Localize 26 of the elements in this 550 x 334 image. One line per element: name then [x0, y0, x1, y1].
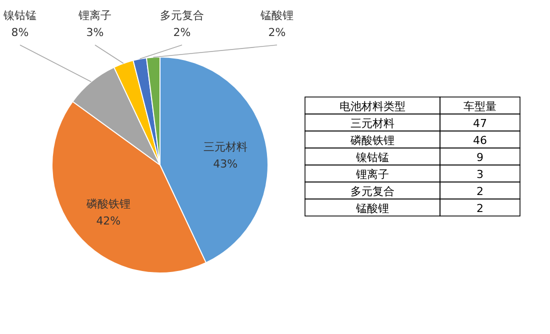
text: 46 [473, 134, 487, 147]
category-label: 多元复合 [350, 185, 394, 198]
slice-label: 锂离子 [78, 9, 112, 22]
data-label: 3% [86, 26, 104, 39]
category-label: 磷酸铁锂 [350, 134, 394, 147]
data-label: 8% [11, 26, 29, 39]
data-label: 2% [268, 26, 286, 39]
slice-label: 镍钴锰 [2, 9, 36, 22]
text: 2 [476, 202, 484, 215]
text: 2 [476, 185, 484, 198]
data-label: 2% [173, 26, 191, 39]
category-label: 锰酸锂 [356, 202, 389, 215]
category-label: 锂离子 [356, 168, 389, 181]
slice-label: 三元材料 [203, 140, 248, 154]
text: 47 [473, 117, 487, 130]
slice-label: 三元材料 [350, 117, 394, 130]
slice-label: 多元复合 [160, 9, 204, 22]
text: 电池材料类型 [340, 100, 406, 113]
text: 9 [476, 151, 484, 164]
slice-label: 磷酸铁锂 [85, 198, 130, 211]
category-label: 镍钴锰 [356, 151, 389, 164]
text: 3 [476, 168, 484, 181]
data-label: 43% [213, 157, 238, 170]
slice-label: 锰酸锂 [260, 9, 294, 22]
data-label: 42% [96, 214, 121, 228]
text: 车型量 [464, 100, 496, 113]
